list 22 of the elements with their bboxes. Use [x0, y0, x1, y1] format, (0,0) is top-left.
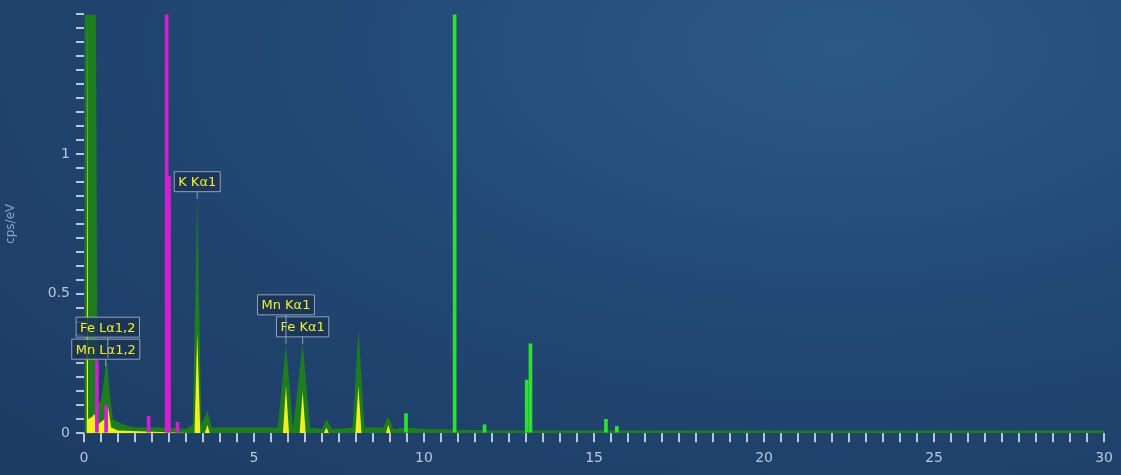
- bar: [95, 360, 99, 433]
- x-tick-label: 10: [415, 449, 433, 466]
- annotation: K Kα1: [178, 174, 217, 190]
- annotation: Mn Kα1: [261, 297, 311, 313]
- bar: [615, 425, 619, 433]
- bar: [404, 413, 408, 433]
- x-tick-label: 5: [249, 449, 259, 466]
- x-tick-label: 0: [79, 449, 89, 466]
- x-tick-label: 30: [1095, 449, 1114, 466]
- y-tick-label: 1: [61, 144, 70, 161]
- bar: [104, 404, 108, 433]
- x-tick-label: 25: [925, 449, 943, 466]
- y-tick-label: 0: [61, 423, 70, 440]
- y-tick-label: 0.5: [47, 284, 70, 301]
- bar: [482, 424, 487, 433]
- x-tick-label: 20: [755, 449, 773, 466]
- y-axis-title: cps/eV: [3, 202, 18, 244]
- x-tick-label: 15: [585, 449, 603, 466]
- bar: [604, 418, 608, 433]
- annotation: Fe Kα1: [280, 319, 325, 335]
- annotation: Fe Lα1,2: [80, 319, 136, 335]
- annotation: Mn Lα1,2: [75, 341, 136, 357]
